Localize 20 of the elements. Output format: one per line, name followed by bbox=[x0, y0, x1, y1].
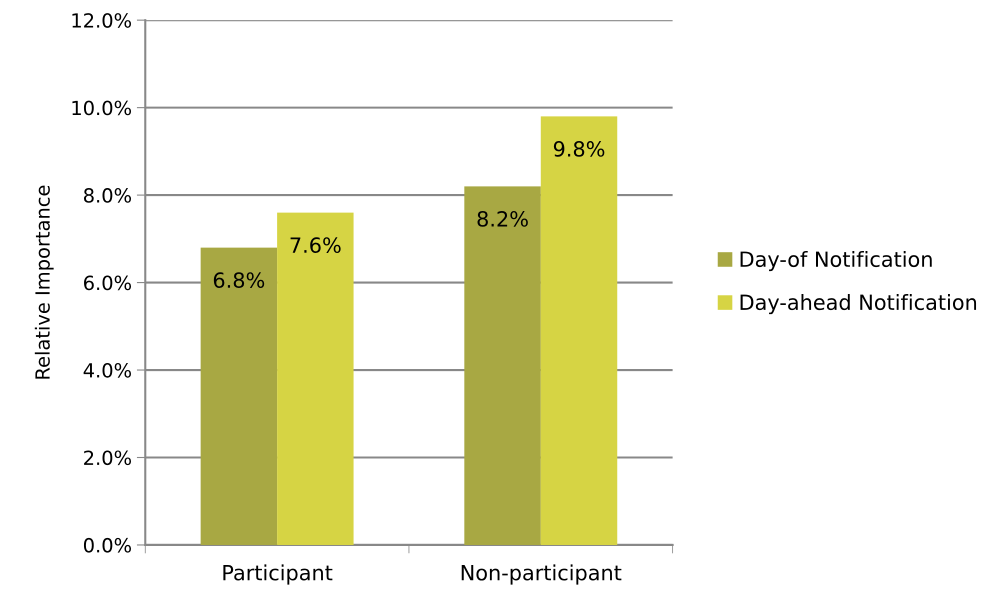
y-tick-label: 10.0% bbox=[72, 100, 132, 116]
y-tick-label: 4.0% bbox=[84, 362, 132, 378]
bar bbox=[200, 248, 278, 545]
bar bbox=[277, 212, 354, 545]
x-tick-label: Non-participant bbox=[462, 564, 622, 585]
y-tick-label: 6.0% bbox=[84, 276, 132, 290]
bar bbox=[464, 186, 541, 545]
y-tick-label: 2.0% bbox=[84, 450, 132, 466]
data-label: 9.8% bbox=[554, 141, 604, 157]
legend-label: Day-ahead Notification bbox=[740, 294, 976, 314]
data-label: 8.2% bbox=[478, 211, 528, 227]
x-tick-label: Participant bbox=[223, 564, 332, 585]
data-label: 7.6% bbox=[290, 237, 341, 253]
y-axis-title: Relative Importance bbox=[34, 186, 54, 379]
y-tick-label: 0.0% bbox=[84, 538, 132, 553]
legend-label: Day-of Notification bbox=[740, 250, 932, 272]
data-label: 6.8% bbox=[214, 272, 264, 288]
y-tick-label: 12.0% bbox=[72, 13, 132, 28]
y-tick-label: 8.0% bbox=[84, 188, 132, 203]
bar bbox=[540, 116, 618, 545]
